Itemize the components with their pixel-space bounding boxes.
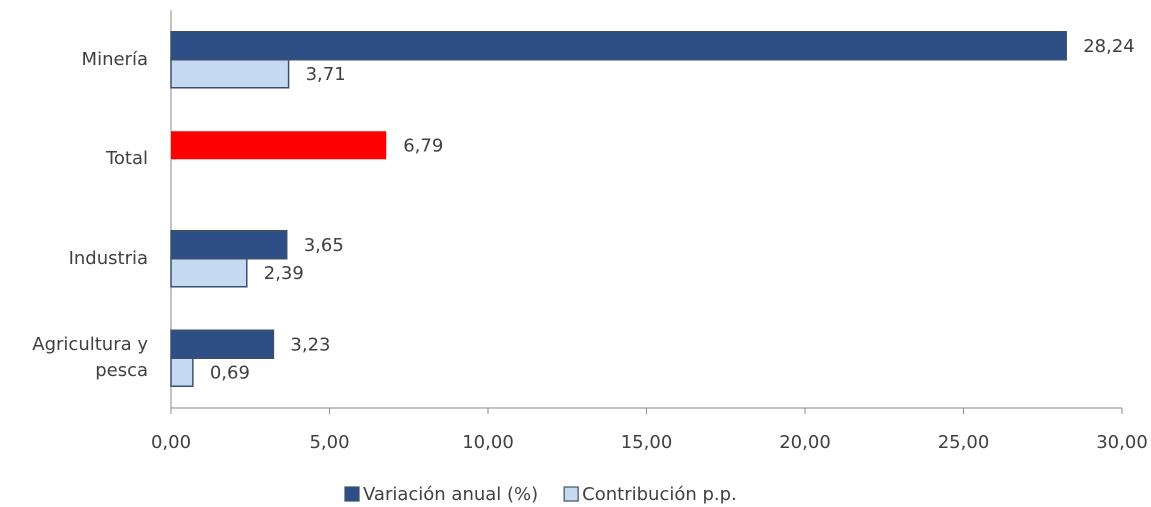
data-label: 3,23 xyxy=(290,334,330,355)
legend-swatch xyxy=(563,486,579,502)
legend-swatch xyxy=(344,486,360,502)
x-tick-label: 25,00 xyxy=(938,432,990,453)
x-tick-label: 5,00 xyxy=(309,432,349,453)
bar xyxy=(170,329,275,359)
bar xyxy=(170,59,290,89)
data-label: 28,24 xyxy=(1083,36,1135,57)
legend-label: Contribución p.p. xyxy=(582,484,737,505)
category-label: Industria xyxy=(68,247,148,269)
category-label: Total xyxy=(105,148,148,170)
bar xyxy=(170,31,1067,61)
x-tick-label: 10,00 xyxy=(462,432,514,453)
category-label: Minería xyxy=(81,48,148,70)
data-label: 3,71 xyxy=(306,64,346,85)
bar xyxy=(170,357,194,387)
category-label: Agricultura y pesca xyxy=(32,334,148,382)
x-tick-label: 15,00 xyxy=(621,432,673,453)
data-label: 0,69 xyxy=(210,362,250,383)
bar xyxy=(170,258,248,288)
data-label: 6,79 xyxy=(403,135,443,156)
legend-label: Variación anual (%) xyxy=(363,484,538,505)
x-tick-label: 30,00 xyxy=(1096,432,1148,453)
x-tick-label: 20,00 xyxy=(779,432,831,453)
x-tick-label: 0,00 xyxy=(151,432,191,453)
bar xyxy=(170,230,288,260)
data-label: 3,65 xyxy=(304,235,344,256)
data-label: 2,39 xyxy=(264,263,304,284)
bar xyxy=(171,131,387,160)
